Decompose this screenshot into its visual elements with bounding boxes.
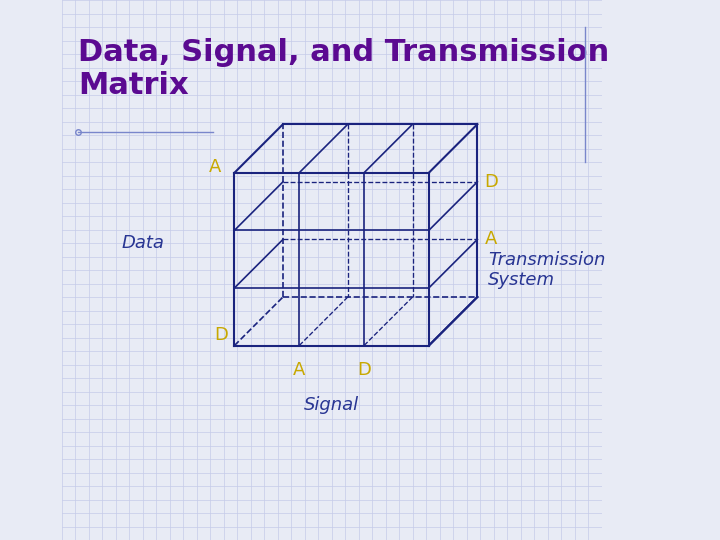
Text: A: A <box>485 231 497 248</box>
Text: D: D <box>357 361 371 379</box>
Text: Signal: Signal <box>304 396 359 414</box>
Text: D: D <box>484 173 498 191</box>
Text: A: A <box>293 361 305 379</box>
Text: Transmission
System: Transmission System <box>488 251 606 289</box>
Text: Data, Signal, and Transmission
Matrix: Data, Signal, and Transmission Matrix <box>78 38 609 100</box>
Text: A: A <box>210 158 222 177</box>
Text: D: D <box>214 326 228 344</box>
Text: Data: Data <box>121 234 164 252</box>
